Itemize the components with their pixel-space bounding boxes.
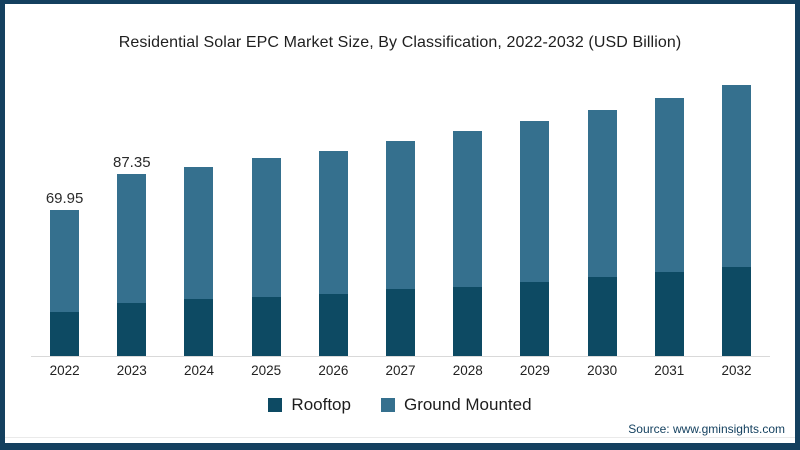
legend-item-ground-mounted: Ground Mounted [380,395,532,415]
x-tick-label: 2022 [49,363,80,378]
x-axis: 2022 2023 2024 2025 2026 2027 2028 2029 2030 2031… [31,363,770,378]
bar-segment-rooftop [50,312,80,356]
bar-segment-rooftop [386,289,416,356]
stacked-bar [721,85,751,356]
stacked-bar [520,121,550,356]
bar-segment-ground-mounted [386,141,416,289]
bar-column [233,80,300,356]
stacked-bar [184,167,214,356]
bottom-divider [5,437,795,438]
stacked-bar [318,151,348,356]
x-tick-label: 2030 [587,363,618,378]
legend-label-ground-mounted: Ground Mounted [403,395,532,414]
stacked-bar [587,110,617,356]
bar-segment-rooftop [117,303,147,356]
plot-area: 69.95 87.35 [31,80,770,357]
x-tick-label: 2031 [654,363,685,378]
stacked-bar [453,131,483,356]
bar-segment-ground-mounted [117,174,147,303]
bar-segment-rooftop [251,297,281,356]
bar-column [367,80,434,356]
stacked-bar [654,98,684,356]
bar-segment-ground-mounted [654,98,684,272]
x-tick-label: 2029 [519,363,550,378]
chart-title: Residential Solar EPC Market Size, By Cl… [118,34,682,51]
legend-item-rooftop: Rooftop [268,395,351,415]
bar-segment-ground-mounted [453,131,483,287]
bar-segment-ground-mounted [318,151,348,294]
bar-segment-ground-mounted [721,85,751,267]
bar-segment-rooftop [520,282,550,356]
bar-column [434,80,501,356]
bar-segment-ground-mounted [587,110,617,277]
bar-segment-ground-mounted [184,167,214,299]
legend-label-rooftop: Rooftop [291,395,351,414]
legend: Rooftop Ground Mounted [5,395,795,415]
bar-segment-rooftop [654,272,684,356]
bar-value-label: 87.35 [113,154,151,171]
bar-segment-ground-mounted [251,158,281,297]
bar-segment-rooftop [184,299,214,356]
rooftop-swatch [268,398,283,412]
bar-segment-rooftop [587,277,617,356]
bar-column [165,80,232,356]
stacked-bar [50,210,80,356]
x-tick-label: 2032 [721,363,752,378]
stacked-bar [117,174,147,356]
ground-mounted-swatch [380,398,395,412]
bar-column [501,80,568,356]
bar-segment-ground-mounted [520,121,550,282]
bar-column [636,80,703,356]
bar-column [300,80,367,356]
bar-column: 69.95 [31,80,98,356]
source-credit: Source: www.gminsights.com [628,422,785,436]
x-tick-label: 2028 [452,363,483,378]
x-tick-label: 2025 [251,363,282,378]
x-tick-label: 2024 [183,363,214,378]
bar-column [569,80,636,356]
bar-value-label: 69.95 [45,190,84,207]
x-tick-label: 2027 [385,363,416,378]
stacked-bar [386,141,416,356]
bar-segment-ground-mounted [50,210,80,312]
stacked-bar [251,158,281,356]
bar-column: 87.35 [98,80,165,356]
bar-segment-rooftop [318,294,348,356]
x-tick-label: 2023 [116,363,147,378]
bar-segment-rooftop [721,267,751,356]
x-tick-label: 2026 [318,363,349,378]
bar-segment-rooftop [453,287,483,356]
bar-column [703,80,770,356]
